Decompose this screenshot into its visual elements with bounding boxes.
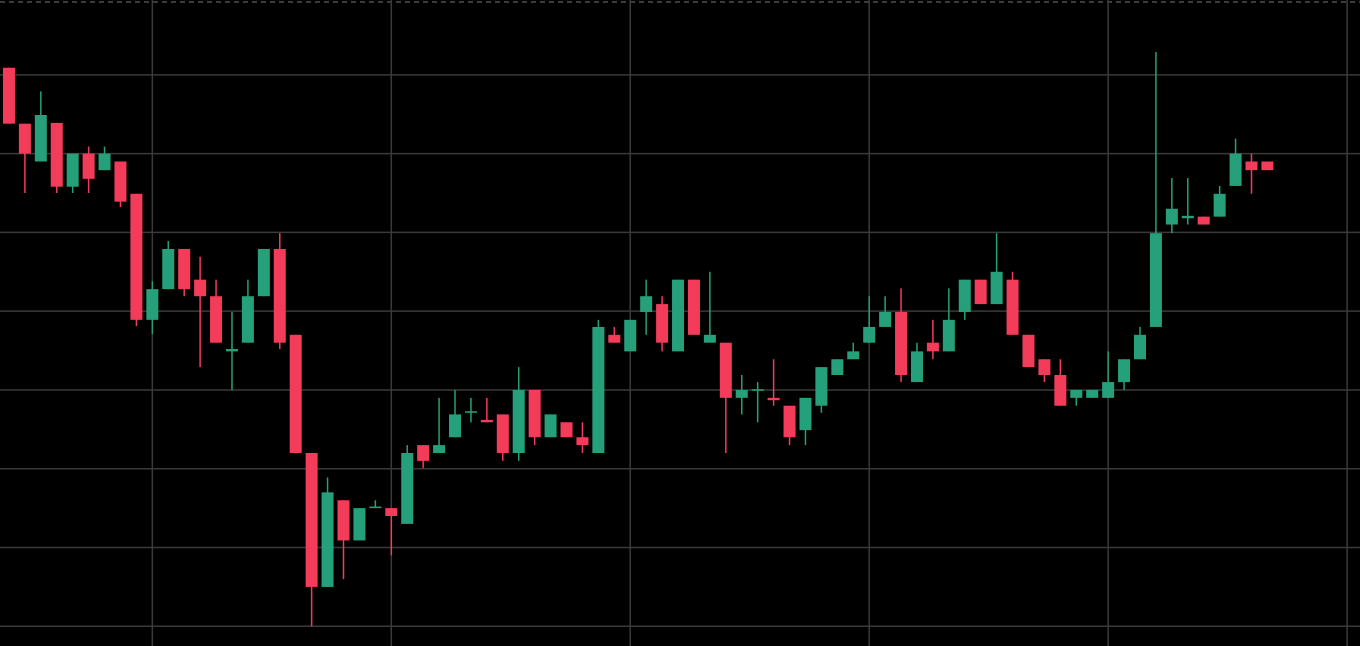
candle-body bbox=[225, 348, 238, 352]
candle-body bbox=[98, 153, 111, 171]
candle-body bbox=[640, 296, 653, 312]
candle-body bbox=[194, 279, 207, 297]
candle-body bbox=[719, 342, 732, 398]
candle-body bbox=[576, 437, 589, 446]
candle-body bbox=[2, 67, 15, 124]
candle-body bbox=[974, 279, 987, 305]
candle-body bbox=[656, 304, 669, 343]
candle-body bbox=[863, 326, 876, 343]
candle-body bbox=[114, 161, 127, 202]
candle-body bbox=[1261, 161, 1274, 171]
candle-body bbox=[1070, 389, 1083, 398]
candle-body bbox=[703, 334, 716, 343]
candle-body bbox=[241, 296, 254, 343]
candle-body bbox=[895, 311, 908, 375]
candle-body bbox=[337, 500, 350, 541]
candle-body bbox=[608, 334, 621, 343]
candle-body bbox=[18, 123, 31, 154]
candle-body bbox=[401, 452, 414, 524]
candle-body bbox=[560, 422, 573, 438]
candle-body bbox=[1086, 389, 1099, 398]
candle-body bbox=[1102, 382, 1115, 398]
candle-body bbox=[1054, 374, 1067, 406]
candle-body bbox=[1181, 215, 1194, 219]
candle-body bbox=[735, 389, 748, 398]
candle-body bbox=[942, 319, 955, 352]
candle-body bbox=[66, 153, 79, 187]
candle-body bbox=[82, 153, 95, 179]
candle-body bbox=[449, 414, 462, 438]
candle-body bbox=[815, 367, 828, 406]
candle-body bbox=[162, 248, 175, 290]
candle-body bbox=[369, 506, 382, 509]
candle-body bbox=[146, 289, 159, 320]
candle-body bbox=[672, 279, 685, 352]
candle-body bbox=[958, 279, 971, 312]
candle-body bbox=[210, 296, 223, 343]
candle-body bbox=[417, 445, 430, 461]
candle-body bbox=[783, 405, 796, 438]
candle-body bbox=[1165, 208, 1178, 225]
candle-body bbox=[592, 326, 605, 453]
candle-body bbox=[926, 342, 939, 352]
candle-body bbox=[1245, 161, 1258, 171]
candle-body bbox=[1038, 359, 1051, 375]
candle-body bbox=[1022, 334, 1035, 368]
candle-body bbox=[751, 389, 764, 391]
candle-body bbox=[1229, 153, 1242, 186]
candle-body bbox=[1213, 193, 1226, 217]
candle-body bbox=[353, 508, 366, 541]
candle-body bbox=[990, 271, 1003, 305]
candle-body bbox=[847, 351, 860, 360]
candle-body bbox=[910, 351, 923, 383]
candle-body bbox=[130, 193, 143, 320]
candle-body bbox=[289, 334, 302, 453]
candle-body bbox=[1006, 279, 1019, 335]
candle-body bbox=[385, 508, 398, 517]
candle-body bbox=[496, 414, 509, 453]
candle-body bbox=[879, 311, 892, 327]
candle-body bbox=[464, 411, 477, 413]
candle-body bbox=[1118, 359, 1131, 383]
candle-body bbox=[831, 359, 844, 375]
candle-body bbox=[480, 419, 493, 423]
candle-body bbox=[34, 115, 47, 162]
candle-body bbox=[767, 397, 780, 401]
candle-body bbox=[305, 452, 318, 587]
candle-body bbox=[178, 248, 191, 290]
candle-body bbox=[544, 414, 557, 438]
candle-body bbox=[528, 389, 541, 438]
candle-body bbox=[1197, 216, 1210, 225]
candle-body bbox=[273, 248, 286, 343]
candle-body bbox=[50, 122, 63, 187]
candle-body bbox=[433, 445, 446, 453]
candle-body bbox=[1133, 334, 1146, 360]
candle-body bbox=[799, 397, 812, 431]
candle-body bbox=[512, 389, 525, 453]
candle-body bbox=[687, 279, 700, 335]
candle-body bbox=[1149, 233, 1162, 327]
candle-body bbox=[321, 492, 334, 587]
candle-body bbox=[257, 248, 270, 297]
candle-body bbox=[624, 319, 637, 352]
